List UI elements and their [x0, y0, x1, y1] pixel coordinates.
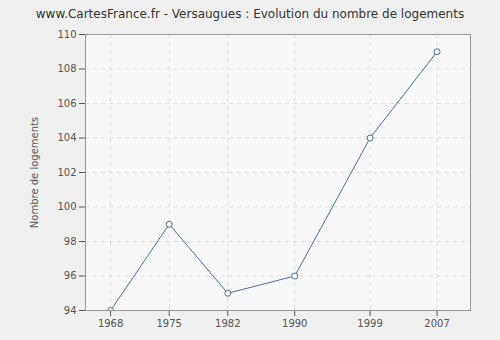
svg-text:108: 108: [57, 63, 76, 74]
svg-text:104: 104: [57, 132, 76, 143]
svg-text:1968: 1968: [98, 318, 123, 329]
svg-text:1999: 1999: [357, 318, 382, 329]
svg-text:2007: 2007: [424, 318, 449, 329]
html-text:www.CartesFrance.fr - Versaugu: www.CartesFrance.fr - Versaugues : Evolu…: [35, 7, 465, 21]
svg-text:1975: 1975: [156, 318, 181, 329]
svg-text:106: 106: [57, 98, 76, 109]
svg-text:102: 102: [57, 167, 76, 178]
svg-text:94: 94: [64, 305, 77, 316]
svg-text:110: 110: [57, 29, 76, 40]
svg-text:1982: 1982: [215, 318, 240, 329]
svg-text:100: 100: [57, 201, 76, 212]
svg-text:1990: 1990: [282, 318, 307, 329]
svg-text:98: 98: [64, 236, 77, 247]
svg-text:Nombre de logements: Nombre de logements: [29, 117, 40, 228]
svg-text:96: 96: [64, 270, 77, 281]
